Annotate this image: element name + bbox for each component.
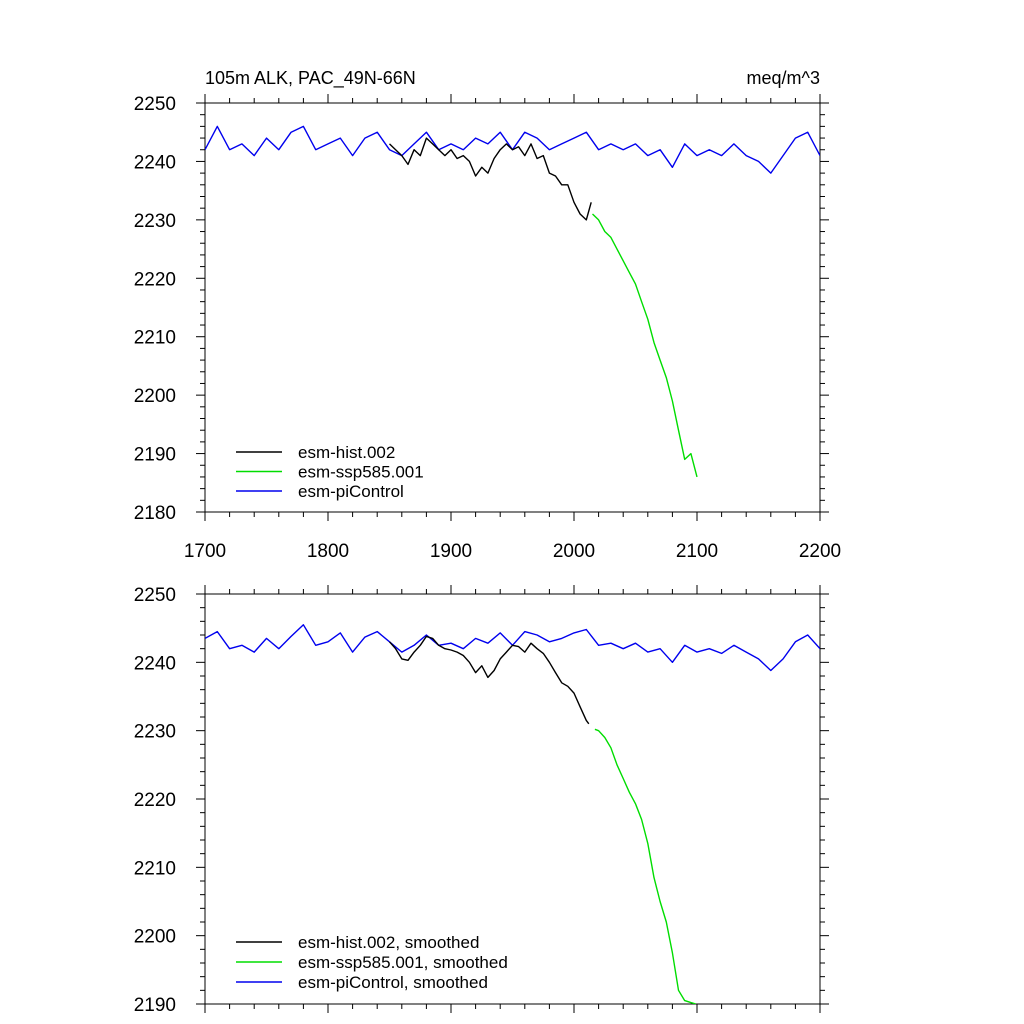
y-tick-label: 2250: [134, 94, 176, 115]
y-tick-label: 2220: [134, 790, 176, 811]
series-line-2: [592, 213, 698, 478]
chart-units: meq/m^3: [747, 68, 820, 88]
chart-panel-1: 2180 2190 2200 2210 2220 2230 2240 2250 1700 1800…: [134, 68, 841, 562]
y-tick-label: 2250: [134, 585, 176, 606]
y-tick-label: 2220: [134, 269, 176, 290]
plot-frame: [204, 102, 821, 513]
chart-title: 105m ALK, PAC_49N-66N: [205, 68, 416, 89]
legend-label: esm-ssp585.001: [298, 463, 424, 482]
y-tick-label: 2210: [134, 858, 176, 879]
y-tick-label: 2190: [134, 995, 176, 1016]
legend-label: esm-piControl, smoothed: [298, 973, 488, 992]
legend-label: esm-hist.002: [298, 443, 395, 462]
series-line-3: [205, 624, 820, 672]
y-tick-label: 2200: [134, 386, 176, 407]
legend-label: esm-piControl: [298, 482, 404, 501]
y-tick-label: 2230: [134, 722, 176, 743]
series-line-2: [594, 728, 696, 1004]
y-tick-label: 2200: [134, 927, 176, 948]
x-tick-label: 2100: [676, 541, 718, 562]
y-tick-label: 2210: [134, 328, 176, 349]
x-tick-label: 1900: [430, 541, 472, 562]
legend-label: esm-hist.002, smoothed: [298, 933, 479, 952]
x-tick-label: 2000: [553, 541, 595, 562]
series-line-1: [388, 635, 590, 725]
y-tick-label: 2230: [134, 211, 176, 232]
series-line-1: [389, 137, 592, 221]
x-tick-label: 2200: [799, 541, 841, 562]
y-tick-label: 2190: [134, 445, 176, 466]
chart-panel-2: 2190 2200 2210 2220 2230 2240 2250 esm-hist.002…: [134, 585, 829, 1016]
legend-label: esm-ssp585.001, smoothed: [298, 953, 508, 972]
x-tick-label: 1700: [184, 541, 226, 562]
y-tick-label: 2180: [134, 503, 176, 524]
y-tick-label: 2240: [134, 653, 176, 674]
y-tick-label: 2240: [134, 152, 176, 173]
x-tick-label: 1800: [307, 541, 349, 562]
